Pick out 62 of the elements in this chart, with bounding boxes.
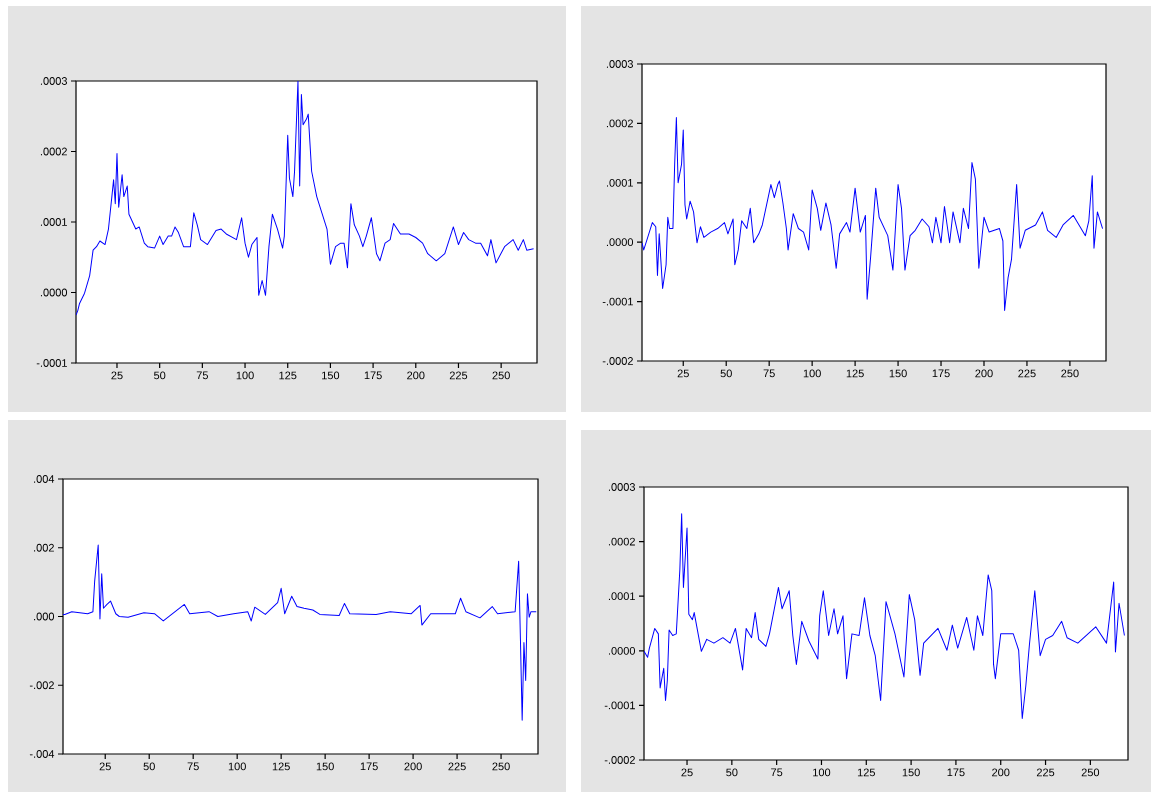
x-tick-label: 225 (1018, 369, 1036, 378)
x-tick-label: 125 (272, 762, 290, 771)
y-tick-label: .004 (34, 475, 55, 483)
x-tick-label: 150 (316, 762, 334, 771)
y-tick-label: -.0001 (604, 701, 635, 710)
y-tick-label: .0001 (608, 592, 635, 601)
x-tick-label: 175 (360, 762, 378, 771)
x-tick-label: 150 (889, 369, 907, 378)
x-tick-label: 25 (681, 768, 693, 777)
x-tick-label: 100 (803, 369, 821, 378)
x-tick-label: 25 (111, 371, 123, 380)
x-tick-label: 150 (322, 371, 340, 380)
x-tick-label: 75 (187, 762, 199, 771)
x-tick-label: 150 (902, 768, 920, 777)
x-tick-label: 250 (1081, 768, 1100, 777)
y-tick-label: -.0001 (602, 297, 633, 306)
x-tick-label: 100 (236, 371, 254, 380)
x-tick-label: 175 (932, 369, 950, 378)
x-tick-label: 25 (99, 762, 111, 771)
y-tick-label: .0000 (40, 288, 68, 297)
y-tick-label: .0003 (608, 483, 635, 491)
y-tick-label: .0003 (40, 77, 67, 85)
x-tick-label: 225 (449, 371, 468, 380)
y-tick-label: .0002 (40, 147, 67, 156)
x-tick-label: 50 (726, 768, 738, 777)
x-tick-label: 125 (279, 371, 297, 380)
x-tick-label: 100 (228, 762, 246, 771)
x-tick-label: 125 (857, 768, 875, 777)
y-tick-label: -.0001 (36, 359, 67, 367)
x-tick-label: 50 (143, 762, 155, 771)
x-tick-label: 250 (1061, 369, 1079, 378)
y-tick-label: .0002 (608, 537, 635, 546)
y-tick-label: .000 (34, 612, 55, 621)
y-tick-label: .0003 (606, 60, 633, 68)
x-tick-label: 250 (492, 371, 510, 380)
y-tick-label: .0000 (608, 646, 636, 655)
y-tick-label: -.0002 (602, 357, 633, 365)
y-tick-label: .0000 (606, 238, 634, 247)
y-tick-label: .0002 (606, 119, 633, 128)
x-tick-label: 50 (153, 371, 166, 380)
x-tick-label: 175 (947, 768, 965, 777)
x-tick-label: 200 (992, 768, 1010, 777)
x-tick-label: 200 (404, 762, 422, 771)
x-tick-label: 75 (771, 768, 783, 777)
x-tick-label: 50 (720, 369, 732, 378)
x-tick-label: 225 (1036, 768, 1055, 777)
x-tick-label: 225 (448, 762, 466, 771)
x-tick-label: 75 (763, 369, 775, 378)
x-tick-label: 25 (677, 369, 689, 378)
x-tick-label: 75 (196, 371, 208, 380)
y-tick-label: .0001 (606, 178, 633, 187)
x-tick-label: 125 (846, 369, 864, 378)
x-tick-label: 200 (975, 369, 993, 378)
x-tick-label: 200 (407, 371, 425, 380)
y-tick-label: .002 (34, 543, 54, 552)
x-tick-label: 175 (364, 371, 382, 380)
y-tick-label: -.002 (29, 681, 54, 690)
y-tick-label: -.004 (29, 750, 55, 758)
x-tick-label: 250 (492, 762, 510, 771)
x-tick-label: 100 (813, 768, 831, 777)
y-tick-label: .0001 (40, 218, 67, 226)
y-tick-label: -.0002 (604, 756, 635, 764)
